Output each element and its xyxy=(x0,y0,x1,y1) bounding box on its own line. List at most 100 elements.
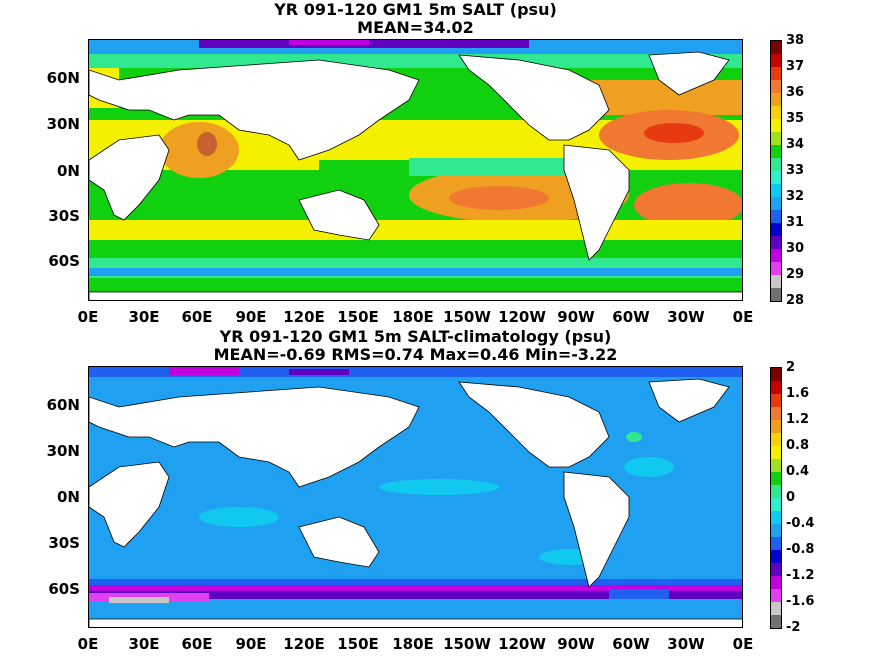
colorbar-segment xyxy=(771,210,781,223)
colorbar-segment xyxy=(771,524,781,537)
panel1-colorbar-tick: 33 xyxy=(786,163,805,178)
panel2-colorbar-tick: -1.2 xyxy=(786,568,815,583)
colorbar-segment xyxy=(771,485,781,498)
panel1-lon-label: 60W xyxy=(612,308,650,326)
panel1-lon-label: 120E xyxy=(283,308,325,326)
panel1-salinity-map xyxy=(88,39,743,301)
panel2-colorbar xyxy=(770,367,782,629)
panel2-lon-label: 90E xyxy=(235,635,267,653)
panel1-lon-label: 90E xyxy=(235,308,267,326)
panel1-lat-label: 60S xyxy=(48,252,80,270)
colorbar-segment xyxy=(771,368,781,381)
panel2-subtitle: MEAN=-0.69 RMS=0.74 Max=0.46 Min=-3.22 xyxy=(213,345,618,364)
panel1-lon-label: 150W xyxy=(443,308,491,326)
colorbar-segment xyxy=(771,54,781,67)
panel1-colorbar-tick: 30 xyxy=(786,241,805,256)
colorbar-segment xyxy=(771,288,781,301)
colorbar-segment xyxy=(771,158,781,171)
colorbar-segment xyxy=(771,119,781,132)
colorbar-segment xyxy=(771,275,781,288)
colorbar-segment xyxy=(771,249,781,262)
panel1-colorbar-tick: 31 xyxy=(786,215,805,230)
panel1-colorbar-tick: 35 xyxy=(786,111,805,126)
colorbar-segment xyxy=(771,262,781,275)
panel2-colorbar-tick: -0.8 xyxy=(786,542,815,557)
panel2-colorbar-tick: 0 xyxy=(786,490,796,505)
panel1-subtitle: MEAN=34.02 xyxy=(357,18,474,37)
colorbar-segment xyxy=(771,80,781,93)
colorbar-segment xyxy=(771,472,781,485)
panel1-lat-label: 30S xyxy=(48,207,80,225)
colorbar-segment xyxy=(771,67,781,80)
panel1-lon-label: 30E xyxy=(128,308,160,326)
panel1-lon-label: 0E xyxy=(732,308,754,326)
colorbar-segment xyxy=(771,420,781,433)
colorbar-segment xyxy=(771,615,781,628)
panel2-lat-label: 0N xyxy=(57,488,80,506)
colorbar-segment xyxy=(771,407,781,420)
colorbar-segment xyxy=(771,459,781,472)
panel1-lat-label: 60N xyxy=(46,69,80,87)
colorbar-segment xyxy=(771,41,781,54)
colorbar-segment xyxy=(771,550,781,563)
panel1-lon-label: 30W xyxy=(667,308,705,326)
panel1-colorbar-tick: 38 xyxy=(786,33,805,48)
panel2-difference-map xyxy=(88,366,743,628)
panel1-colorbar-tick: 36 xyxy=(786,85,805,100)
panel2-lon-label: 120E xyxy=(283,635,325,653)
panel1-landmasses xyxy=(89,51,742,300)
colorbar-segment xyxy=(771,446,781,459)
panel1-lon-label: 180E xyxy=(392,308,434,326)
panel1-colorbar-tick: 34 xyxy=(786,137,805,152)
colorbar-segment xyxy=(771,184,781,197)
panel2-map-canvas xyxy=(89,367,742,627)
colorbar-segment xyxy=(771,602,781,615)
panel1-colorbar xyxy=(770,40,782,302)
panel2-colorbar-tick: -0.4 xyxy=(786,516,815,531)
panel2-lat-label: 60N xyxy=(46,396,80,414)
colorbar-segment xyxy=(771,381,781,394)
panel2-lon-label: 60W xyxy=(612,635,650,653)
panel2-lon-label: 150W xyxy=(443,635,491,653)
panel2-lon-label: 120W xyxy=(498,635,546,653)
colorbar-segment xyxy=(771,511,781,524)
panel2-colorbar-tick: -1.6 xyxy=(786,594,815,609)
panel2-lon-label: 150E xyxy=(337,635,379,653)
panel2-lat-label: 30S xyxy=(48,534,80,552)
colorbar-segment xyxy=(771,563,781,576)
panel2-colorbar-tick: 0.8 xyxy=(786,438,810,453)
panel2-colorbar-tick: 2 xyxy=(786,360,796,375)
panel2-lon-label: 60E xyxy=(181,635,213,653)
panel1-lat-label: 30N xyxy=(46,115,80,133)
colorbar-segment xyxy=(771,132,781,145)
panel1-lon-label: 90W xyxy=(557,308,595,326)
panel2-lon-label: 0E xyxy=(77,635,99,653)
colorbar-segment xyxy=(771,106,781,119)
panel1-colorbar-tick: 28 xyxy=(786,293,805,308)
panel2-lon-label: 90W xyxy=(557,635,595,653)
colorbar-segment xyxy=(771,394,781,407)
panel2-lon-label: 30W xyxy=(667,635,705,653)
panel2-colorbar-tick: -2 xyxy=(786,620,801,635)
panel1-colorbar-tick: 29 xyxy=(786,267,805,282)
panel1-map-canvas xyxy=(89,40,742,300)
colorbar-segment xyxy=(771,576,781,589)
panel2-title: YR 091-120 GM1 5m SALT-climatology (psu) xyxy=(219,327,612,346)
panel1-colorbar-tick: 37 xyxy=(786,59,805,74)
panel1-colorbar-tick: 32 xyxy=(786,189,805,204)
panel2-colorbar-tick: 0.4 xyxy=(786,464,810,479)
colorbar-segment xyxy=(771,197,781,210)
colorbar-segment xyxy=(771,223,781,236)
colorbar-segment xyxy=(771,589,781,602)
panel2-lat-label: 30N xyxy=(46,442,80,460)
panel2-lon-label: 30E xyxy=(128,635,160,653)
panel2-lon-label: 180E xyxy=(392,635,434,653)
panel2-landmasses xyxy=(89,378,742,627)
colorbar-segment xyxy=(771,433,781,446)
panel1-lat-label: 0N xyxy=(57,162,80,180)
panel2-colorbar-tick: 1.6 xyxy=(786,386,810,401)
panel1-lon-label: 0E xyxy=(77,308,99,326)
colorbar-segment xyxy=(771,236,781,249)
colorbar-segment xyxy=(771,145,781,158)
panel1-lon-label: 60E xyxy=(181,308,213,326)
